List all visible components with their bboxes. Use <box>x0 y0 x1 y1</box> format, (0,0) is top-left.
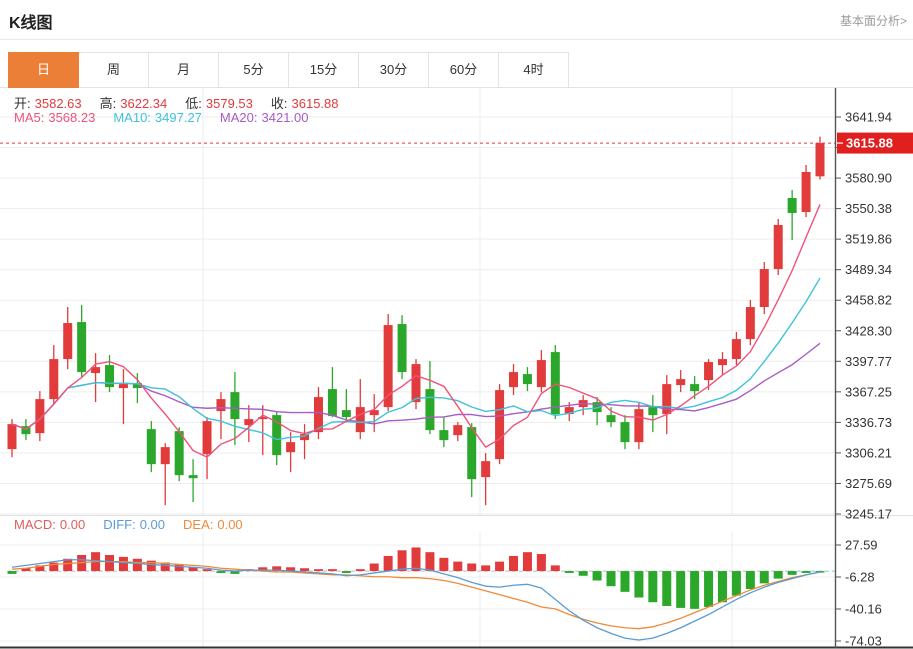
axis-tick-label: 3641.94 <box>845 110 892 125</box>
legend-item: DIFF: 0.00 <box>103 517 166 532</box>
tab-30分[interactable]: 30分 <box>359 52 429 88</box>
legend-item: 收: 3615.88 <box>270 96 339 111</box>
legend-item: 高: 3622.34 <box>99 96 168 111</box>
tab-5分[interactable]: 5分 <box>219 52 289 88</box>
axis-tick-label: 3519.86 <box>845 232 892 247</box>
axis-tick-label: 3336.73 <box>845 415 892 430</box>
tab-4时[interactable]: 4时 <box>499 52 569 88</box>
axis-tick-label: -74.03 <box>845 634 882 649</box>
ma-line-MA10 <box>11 277 821 441</box>
ma-line-MA20 <box>11 342 821 430</box>
axis-tick-label: 3275.69 <box>845 476 892 491</box>
legend-item: MACD: 0.00 <box>14 517 86 532</box>
axes <box>0 88 913 649</box>
tab-60分[interactable]: 60分 <box>429 52 499 88</box>
page-title: K线图 <box>9 15 53 32</box>
axis-tick-label: 3367.25 <box>845 384 892 399</box>
legend-item: 开: 3582.63 <box>14 96 82 111</box>
fundamental-analysis-link[interactable]: 基本面分析> <box>839 14 907 28</box>
gridlines <box>0 88 835 647</box>
axis-tick-label: 3458.82 <box>845 293 892 308</box>
macd-legend: MACD: 0.00 DIFF: 0.00 DEA: 0.00 <box>14 517 261 532</box>
tab-日[interactable]: 日 <box>8 52 79 88</box>
tab-月[interactable]: 月 <box>149 52 219 88</box>
axis-tick-label: 3245.17 <box>845 507 892 522</box>
axis-tick-label: -40.16 <box>845 602 882 617</box>
axis-tick-label: 3428.30 <box>845 323 892 338</box>
ma-line-MA5 <box>11 204 821 458</box>
header: K线图 基本面分析> <box>0 0 913 40</box>
axis-tick-label: 3306.21 <box>845 445 892 460</box>
tab-周[interactable]: 周 <box>79 52 149 88</box>
axis-tick-label: -6.28 <box>845 569 875 584</box>
axis-tick-label: 3397.77 <box>845 354 892 369</box>
current-price-tag-label: 3615.88 <box>846 136 893 151</box>
ohlc-legend: 开: 3582.63 高: 3622.34 低: 3579.53 收: 3615.88 <box>14 93 357 112</box>
ma-legend: MA5: 3568.23 MA10: 3497.27 MA20: 3421.00 <box>14 110 327 125</box>
legend-item: MA5: 3568.23 <box>14 110 96 125</box>
axis-tick-label: 3550.38 <box>845 201 892 216</box>
axis-tick-label: 3489.34 <box>845 262 892 277</box>
legend-item: DEA: 0.00 <box>183 517 243 532</box>
tab-15分[interactable]: 15分 <box>289 52 359 88</box>
dea-line <box>11 560 821 630</box>
axis-tick-label: 27.59 <box>845 538 878 553</box>
legend-item: 低: 3579.53 <box>185 96 253 111</box>
interval-tabs: 日周月 5分 15分 30分 60分 4时 <box>8 52 569 88</box>
candles <box>7 136 825 506</box>
diff-line <box>11 559 821 641</box>
current-price-tag: 3615.88 <box>837 132 913 154</box>
legend-item: MA20: 3421.00 <box>219 110 309 125</box>
legend-item: MA10: 3497.27 <box>113 110 202 125</box>
axis-labels: 3641.94 3580.90 3550.38 3519.86 3489.34 3458.… <box>835 110 892 649</box>
axis-tick-label: 3580.90 <box>845 171 892 186</box>
